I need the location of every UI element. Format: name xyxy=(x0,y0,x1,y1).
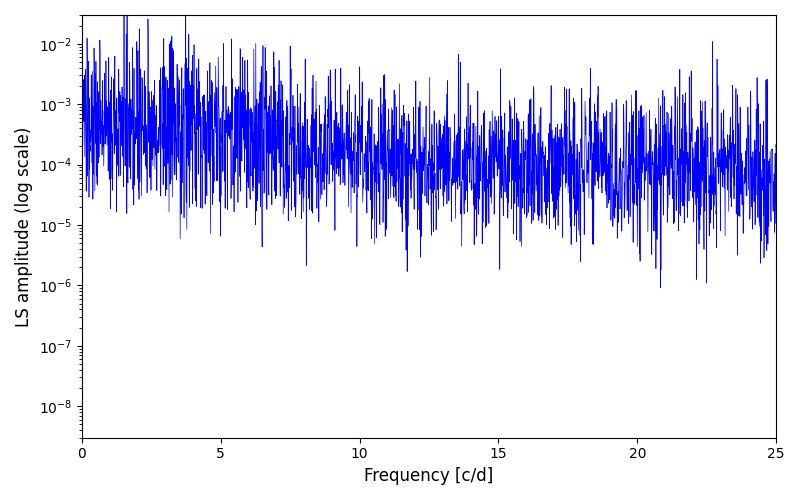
Y-axis label: LS amplitude (log scale): LS amplitude (log scale) xyxy=(15,126,33,326)
X-axis label: Frequency [c/d]: Frequency [c/d] xyxy=(364,467,494,485)
